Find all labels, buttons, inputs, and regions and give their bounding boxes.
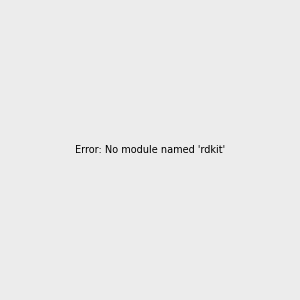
Text: Error: No module named 'rdkit': Error: No module named 'rdkit' — [75, 145, 225, 155]
